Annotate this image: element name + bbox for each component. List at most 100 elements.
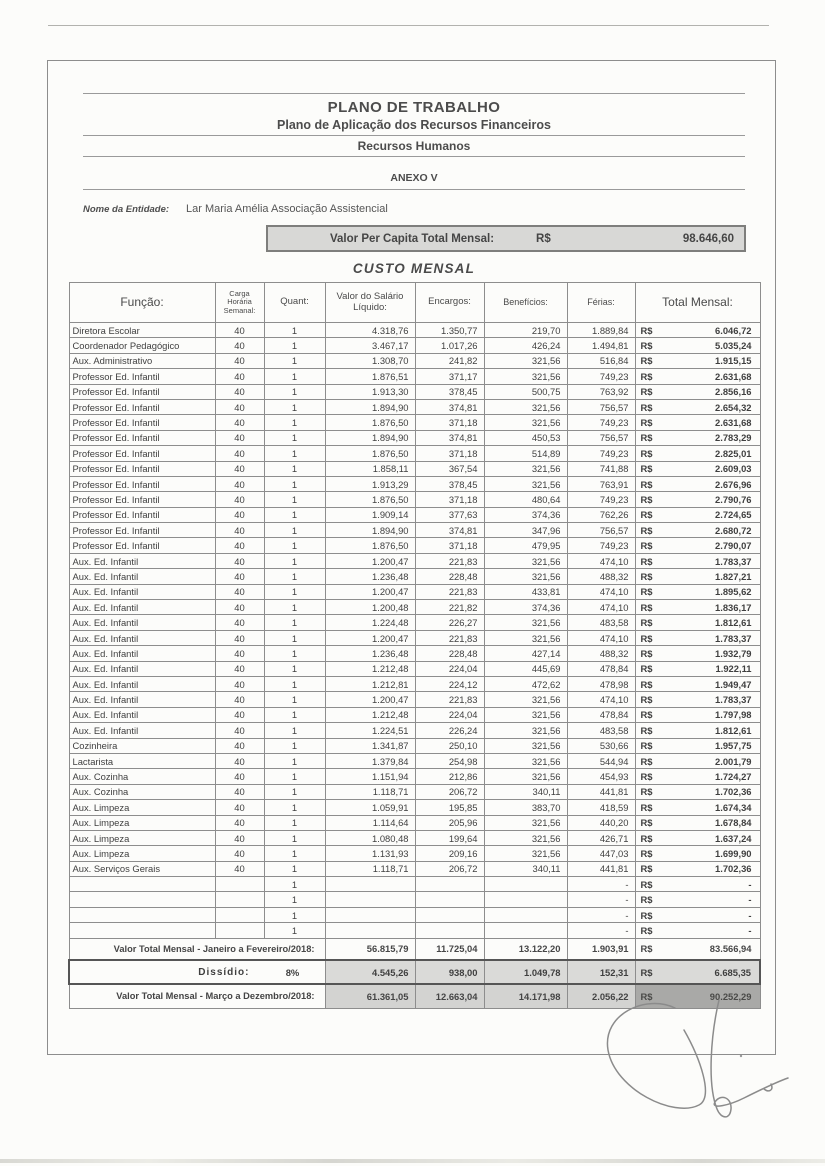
cell-encargos: 226,24 xyxy=(414,722,485,739)
cell-funcao: Diretora Escolar xyxy=(68,321,216,339)
total-value: 1.922,11 xyxy=(715,663,752,675)
table-header-row: Função: Carga Horária Semanal: Quant: Va… xyxy=(68,282,761,323)
cell-ferias: 474,10 xyxy=(566,691,636,708)
cell-beneficios: 426,24 xyxy=(483,337,568,354)
per-capita-value: 98.646,60 xyxy=(682,232,734,245)
cell-quant: 1 xyxy=(263,891,326,908)
cell-funcao: Professor Ed. Infantil xyxy=(68,383,216,400)
currency-symbol: R$ xyxy=(640,966,653,978)
table-row: Professor Ed. Infantil 40 1 1.876,50 371,18 4… xyxy=(68,491,761,508)
currency-symbol: R$ xyxy=(640,755,653,767)
cell-total: R$ 1.702,36 xyxy=(634,860,761,878)
currency-symbol: R$ xyxy=(640,617,653,629)
cell-encargos: 221,83 xyxy=(414,629,485,647)
table-row: Aux. Ed. Infantil 40 1 1.224,51 226,24 321,56… xyxy=(68,722,761,739)
cell-funcao: Aux. Ed. Infantil xyxy=(68,599,216,616)
cell-quant: 1 xyxy=(263,583,326,601)
cell-ferias: - xyxy=(566,891,636,908)
cell-salario: 1.212,81 xyxy=(324,675,416,693)
cell-total: R$ 1.783,37 xyxy=(634,629,761,647)
cell-carga: 40 xyxy=(214,768,265,785)
table-row: Professor Ed. Infantil 40 1 1.876,50 371,18 3… xyxy=(68,414,761,431)
cell-salario: 1.308,70 xyxy=(324,352,416,370)
cell-quant: 1 xyxy=(263,737,326,754)
cell-beneficios: 340,11 xyxy=(483,783,568,801)
cell-beneficios: 445,69 xyxy=(483,660,568,677)
currency-symbol: R$ xyxy=(640,447,653,459)
cell-ferias: 749,23 xyxy=(566,368,636,385)
cell-total: R$ 1.949,47 xyxy=(634,675,761,693)
cell-quant: 1 xyxy=(263,876,326,893)
cell-quant: 1 xyxy=(263,460,326,477)
header-rule-top xyxy=(83,93,745,94)
cell-beneficios: 514,89 xyxy=(483,445,568,462)
cell-salario: 1.114,64 xyxy=(324,814,416,831)
dissidio-percent: 8% xyxy=(285,966,300,978)
document-title: PLANO DE TRABALHO xyxy=(327,99,501,116)
page-border-frame: PLANO DE TRABALHO Plano de Aplicação dos… xyxy=(47,60,776,1055)
scan-bottom-artifact xyxy=(0,1159,825,1163)
table-row: 1- R$ - xyxy=(68,906,761,924)
cell-carga: 40 xyxy=(214,522,265,539)
cell-beneficios: 321,56 xyxy=(483,691,568,708)
table-row: Professor Ed. Infantil 40 1 1.894,90 374,81 3… xyxy=(68,398,761,416)
cell-encargos: 1.017,26 xyxy=(414,337,485,354)
cell-funcao: Aux. Cozinha xyxy=(68,768,216,785)
currency-symbol: R$ xyxy=(640,401,653,413)
cell-beneficios: 374,36 xyxy=(483,599,568,616)
table-row: Professor Ed. Infantil 40 1 1.876,51 371,17 3… xyxy=(68,368,761,385)
cell-carga: 40 xyxy=(214,491,265,508)
currency-symbol: R$ xyxy=(640,340,653,352)
cell-ferias: 440,20 xyxy=(566,814,636,831)
currency-symbol: R$ xyxy=(640,632,653,644)
cell-funcao: Aux. Ed. Infantil xyxy=(68,706,216,724)
cell-carga: 40 xyxy=(214,629,265,647)
total-value: 5.035,24 xyxy=(715,340,752,352)
cell-salario xyxy=(324,876,416,893)
cell-quant: 1 xyxy=(263,675,326,693)
dissidio-salario: 4.545,26 xyxy=(324,959,416,986)
cell-salario: 1.200,47 xyxy=(324,583,416,601)
cell-funcao: Aux. Ed. Infantil xyxy=(68,583,216,601)
cell-salario: 1.212,48 xyxy=(324,706,416,724)
cell-funcao: Aux. Limpeza xyxy=(68,845,216,862)
cell-encargos: 221,83 xyxy=(414,552,485,570)
total-jan-beneficios: 13.122,20 xyxy=(483,937,568,961)
cell-encargos: 206,72 xyxy=(414,783,485,801)
total-value: 1.827,21 xyxy=(715,570,752,582)
cost-table-body: Diretora Escolar 40 1 4.318,76 1.350,77 219,7… xyxy=(68,321,761,939)
total-mar-total: R$ 90.252,29 xyxy=(634,983,761,1009)
currency-symbol: R$ xyxy=(640,724,653,736)
per-capita-currency: R$ xyxy=(536,232,551,245)
cell-carga: 40 xyxy=(214,675,265,693)
cell-total: R$ 1.915,15 xyxy=(634,352,761,370)
currency-symbol: R$ xyxy=(640,647,653,659)
cell-total: R$ 2.680,72 xyxy=(634,522,761,539)
cell-funcao: Aux. Ed. Infantil xyxy=(68,568,216,585)
cell-ferias: 478,84 xyxy=(566,660,636,677)
cell-ferias: 763,91 xyxy=(566,475,636,493)
cell-funcao: Professor Ed. Infantil xyxy=(68,414,216,431)
cell-encargos: 378,45 xyxy=(414,475,485,493)
currency-symbol: R$ xyxy=(640,355,653,367)
cell-ferias: 478,98 xyxy=(566,675,636,693)
currency-symbol: R$ xyxy=(640,694,653,706)
cell-ferias: 1.494,81 xyxy=(566,337,636,354)
cell-encargos: 226,27 xyxy=(414,614,485,631)
cell-encargos: 228,48 xyxy=(414,568,485,585)
cell-salario: 1.236,48 xyxy=(324,568,416,585)
total-value: 1.915,15 xyxy=(715,355,752,367)
currency-symbol: R$ xyxy=(640,786,653,798)
table-row: Aux. Ed. Infantil 40 1 1.236,48 228,48 321,56… xyxy=(68,568,761,585)
col-header-ferias: Férias: xyxy=(566,282,636,323)
document-subtitle-2: Recursos Humanos xyxy=(357,139,471,153)
cell-salario: 1.200,47 xyxy=(324,552,416,570)
cell-beneficios: 500,75 xyxy=(483,383,568,400)
total-mar-encargos: 12.663,04 xyxy=(414,983,485,1009)
cell-beneficios: 472,62 xyxy=(483,675,568,693)
cell-encargos: 224,12 xyxy=(414,675,485,693)
total-value: 1.932,79 xyxy=(715,647,752,659)
cell-beneficios: 321,56 xyxy=(483,845,568,862)
total-value: 2.676,96 xyxy=(715,478,752,490)
cell-total: R$ 1.836,17 xyxy=(634,599,761,616)
